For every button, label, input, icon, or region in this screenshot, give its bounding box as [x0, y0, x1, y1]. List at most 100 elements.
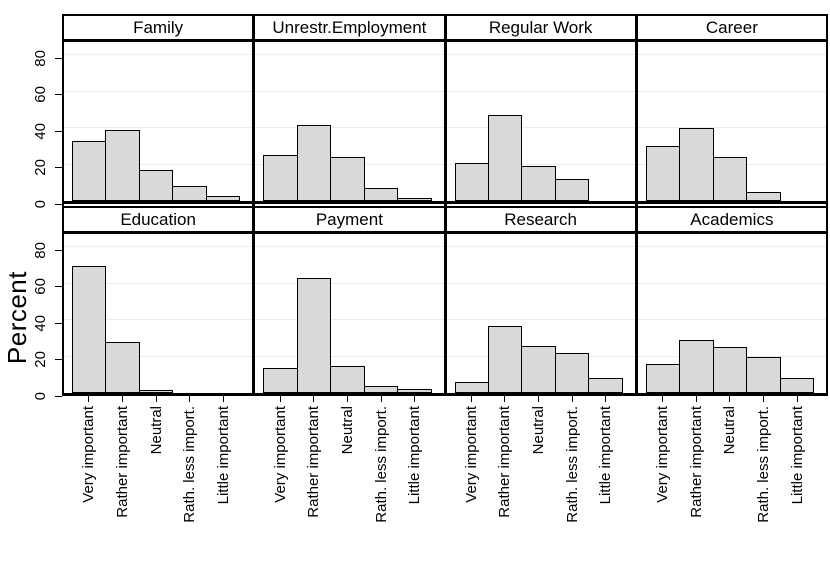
x-axis-labels-row: Very important Rather important Neutral Rat…	[62, 396, 828, 551]
x-tick-label: Rath. less import.	[372, 406, 390, 523]
x-category: Very important	[646, 396, 680, 551]
x-tick-label: Rath. less import.	[755, 406, 773, 523]
gridline-20	[446, 163, 635, 165]
x-tick-label: Neutral	[338, 406, 356, 455]
gridline-60	[64, 282, 253, 284]
x-category: Little important	[780, 396, 814, 551]
gridline-40	[446, 127, 635, 129]
panel-title: Payment	[315, 209, 383, 229]
x-axis-labels: Very important Rather important Neutral Rat…	[255, 396, 443, 551]
x-tick-label: Very important	[271, 406, 289, 503]
panel-title: Family	[133, 17, 184, 37]
bar	[454, 163, 489, 201]
bar	[554, 353, 590, 393]
x-tick-mark	[470, 396, 472, 402]
bar	[105, 130, 140, 201]
y-tick-mark	[55, 94, 62, 96]
panel: Education	[62, 204, 253, 396]
x-tick-label: Neutral	[147, 406, 165, 455]
x-tick-label: Little important	[406, 406, 424, 505]
x-axis-panel: Very important Rather important Neutral Rat…	[252, 396, 443, 551]
bar	[363, 386, 399, 393]
gridline-80	[64, 54, 253, 56]
x-tick-mark	[763, 396, 765, 402]
bar	[645, 364, 681, 393]
y-tick-label: 80	[28, 228, 52, 272]
bar	[138, 170, 174, 201]
bar	[363, 188, 399, 201]
panel-header: Payment	[255, 206, 444, 234]
x-category: Rath. less import.	[364, 396, 398, 551]
panel-plot-area	[64, 42, 253, 204]
bar	[645, 146, 681, 201]
x-category: Little important	[207, 396, 241, 551]
y-tick-label-text: 0	[31, 391, 49, 401]
bar	[487, 115, 523, 201]
bar	[263, 155, 298, 201]
panel-header: Regular Work	[446, 14, 635, 42]
y-tick-mark	[55, 57, 62, 59]
x-tick-label: Rather important	[305, 406, 323, 518]
gridline-40	[255, 127, 444, 129]
x-tick-mark	[121, 396, 123, 402]
gridline-20	[64, 355, 253, 357]
panel-header: Research	[446, 206, 635, 234]
bars	[454, 234, 623, 393]
x-tick-label: Neutral	[721, 406, 739, 455]
gridline-40	[637, 319, 826, 321]
x-category: Neutral	[713, 396, 747, 551]
x-category: Rath. less import.	[747, 396, 781, 551]
gridline-60	[637, 90, 826, 92]
gridline-80	[446, 54, 635, 56]
bar	[712, 157, 748, 201]
x-tick-mark	[222, 396, 224, 402]
panel-header: Unrestr.Employment	[255, 14, 444, 42]
x-tick-mark	[729, 396, 731, 402]
x-tick-label: Little important	[214, 406, 232, 505]
panel: Career	[634, 14, 828, 204]
x-tick-mark	[796, 396, 798, 402]
bars	[72, 234, 240, 393]
bar	[172, 186, 207, 201]
y-tick-label-text: 20	[31, 159, 49, 176]
y-tick-label-text: 20	[31, 351, 49, 368]
gridline-20	[64, 163, 253, 165]
x-tick-mark	[504, 396, 506, 402]
bars	[263, 234, 432, 393]
gridline-40	[64, 127, 253, 129]
gridline-40	[255, 319, 444, 321]
gridline-20	[255, 355, 444, 357]
bars	[263, 42, 432, 201]
x-tick-label: Little important	[597, 406, 615, 505]
gridline-40	[64, 319, 253, 321]
gridline-40	[637, 127, 826, 129]
y-tick-mark	[55, 286, 62, 288]
x-category: Rather important	[679, 396, 713, 551]
panel: Academics	[634, 204, 828, 396]
bar	[330, 366, 365, 393]
panel-title: Unrestr.Employment	[272, 17, 427, 37]
x-axis-panel: Very important Rather important Neutral Rat…	[62, 396, 252, 551]
panel-header: Education	[64, 206, 253, 234]
x-axis-labels: Very important Rather important Neutral Rat…	[64, 396, 252, 551]
bar	[554, 179, 590, 201]
panel-header: Career	[637, 14, 826, 42]
x-tick-mark	[346, 396, 348, 402]
y-tick-label-text: 0	[31, 199, 49, 209]
bar	[454, 382, 489, 393]
panel-title: Career	[705, 17, 758, 37]
bar	[712, 347, 748, 393]
bar	[330, 157, 365, 201]
x-tick-mark	[695, 396, 697, 402]
x-tick-mark	[380, 396, 382, 402]
y-tick-mark	[55, 322, 62, 324]
y-tick-label-text: 60	[31, 86, 49, 104]
panel: Research	[443, 204, 635, 396]
x-axis-labels: Very important Rather important Neutral Rat…	[638, 396, 826, 551]
y-tick-label: 80	[28, 36, 52, 80]
panel: Payment	[252, 204, 444, 396]
gridline-80	[64, 246, 253, 248]
x-tick-label: Very important	[462, 406, 480, 503]
x-category: Little important	[398, 396, 432, 551]
x-tick-mark	[414, 396, 416, 402]
